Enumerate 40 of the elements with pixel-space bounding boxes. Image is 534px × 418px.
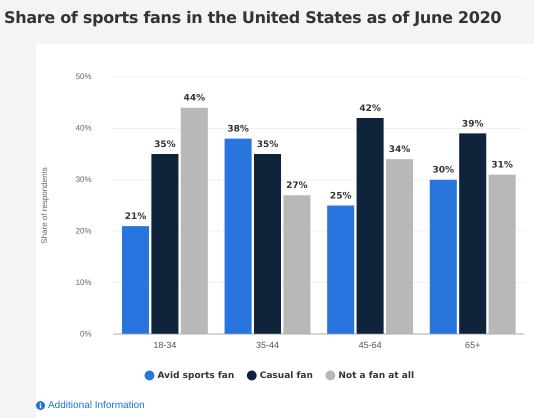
data-label: 42% (359, 104, 381, 114)
data-label: 30% (432, 166, 454, 176)
bar (283, 195, 310, 334)
y-tick-label: 50% (76, 72, 92, 82)
y-tick-label: 10% (76, 278, 92, 287)
x-tick-label: 65+ (465, 340, 480, 350)
bar (459, 133, 486, 334)
y-axis-title: Share of respondents (40, 167, 50, 244)
chart-title: Share of sports fans in the United States as of June 2020 (4, 8, 502, 27)
data-label: 25% (330, 191, 352, 202)
data-label: 35% (154, 140, 176, 150)
y-tick-label: 40% (76, 123, 92, 132)
x-tick-label: 45-64 (358, 340, 382, 350)
bar (224, 138, 252, 334)
x-tick-label: 35-44 (256, 340, 280, 350)
legend-label: Avid sports fan (157, 370, 234, 381)
legend-label: Casual fan (260, 370, 313, 381)
data-label: 38% (227, 124, 249, 134)
legend-label: Not a fan at all (338, 370, 414, 381)
bar (122, 226, 150, 334)
bar (386, 159, 414, 334)
data-label: 27% (286, 181, 308, 192)
data-label: 21% (124, 212, 146, 222)
bar (180, 108, 208, 334)
bar (430, 180, 457, 334)
text: Additional Information (48, 400, 145, 411)
data-label: 44% (184, 94, 206, 104)
bar (488, 174, 516, 334)
data-label: 39% (462, 119, 484, 130)
y-tick-label: 0% (80, 329, 92, 338)
y-tick-label: 20% (76, 226, 92, 236)
y-tick-label: 30% (76, 174, 92, 184)
x-tick-label: 18-34 (153, 340, 176, 350)
bar (151, 154, 178, 334)
data-label: 34% (388, 145, 410, 156)
bar (356, 118, 384, 334)
bar (327, 206, 354, 334)
bar (254, 154, 282, 334)
data-label: 31% (491, 160, 513, 170)
data-label: 35% (256, 140, 278, 150)
